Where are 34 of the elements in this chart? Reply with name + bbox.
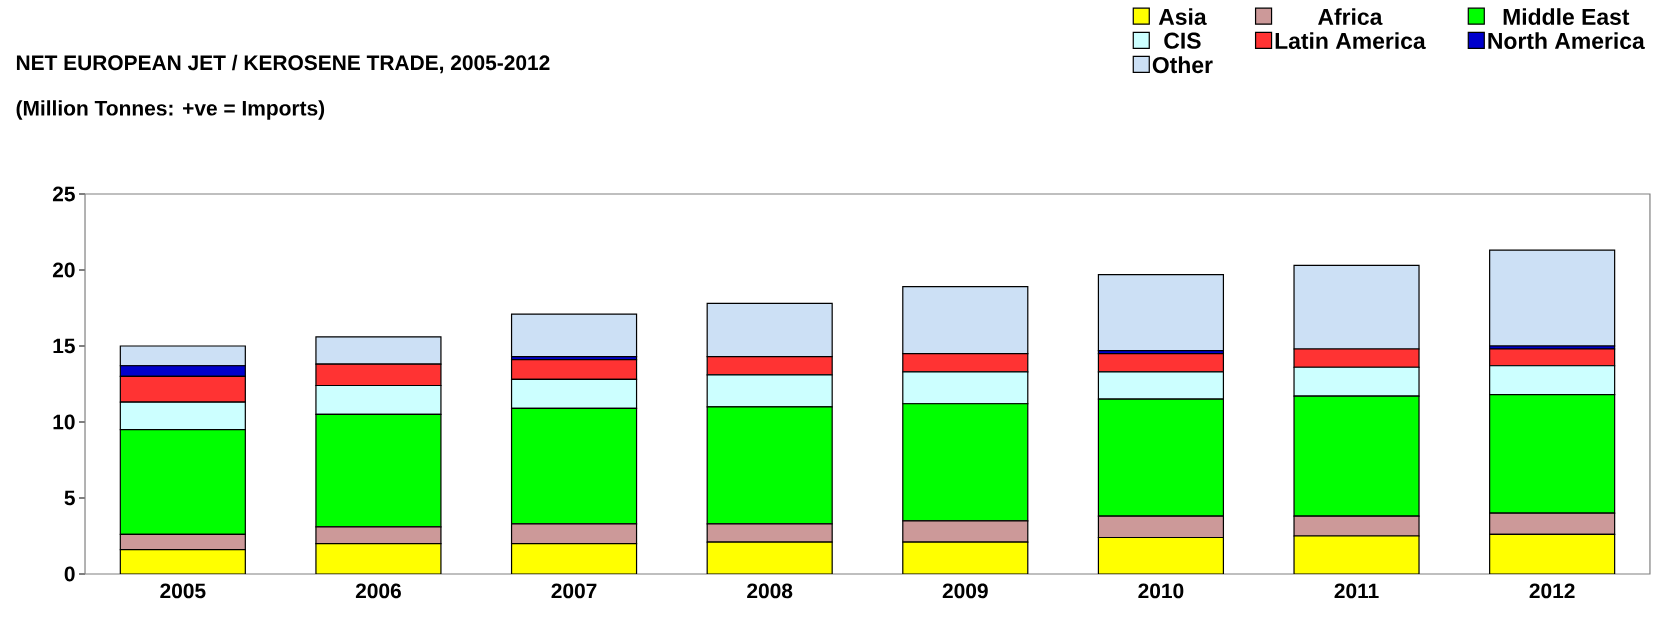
y-tick-label: 15: [53, 338, 75, 354]
bar: [1097, 273, 1225, 352]
legend-label: Middle East: [1503, 8, 1630, 25]
bar: [120, 549, 246, 574]
chart-title: NET EUROPEAN JET / KEROSENE TRADE, 2005-2012: [16, 54, 550, 74]
bar: [1293, 535, 1420, 574]
chart-subtitle: (Million Tonnes: +ve = Imports): [16, 100, 325, 120]
legend-label: CIS: [1164, 32, 1201, 49]
bar: [510, 542, 638, 574]
legend-label: North America: [1488, 32, 1645, 50]
x-tick-label: 2011: [1334, 583, 1379, 599]
x-tick-label: 2012: [1529, 583, 1575, 599]
bar: [706, 541, 833, 574]
x-tick-label: 2009: [942, 583, 988, 599]
legend-label: Latin America: [1275, 32, 1426, 50]
y-tick-label: 20: [52, 262, 75, 278]
legend-label: Africa: [1318, 8, 1383, 25]
x-tick-label: 2005: [160, 583, 206, 599]
bar: [1489, 533, 1616, 574]
bar: [315, 542, 442, 574]
y-tick-label: 10: [53, 414, 75, 430]
legend-label: Other: [1152, 56, 1213, 74]
x-tick-label: 2010: [1138, 583, 1184, 599]
bar: [510, 313, 638, 358]
y-tick-label: 5: [64, 490, 75, 506]
x-tick-label: 2008: [747, 583, 793, 599]
bar: [902, 541, 1029, 574]
y-tick-label: 25: [52, 186, 75, 202]
x-tick-label: 2007: [551, 583, 597, 599]
bar: [1489, 249, 1616, 347]
x-tick-label: 2006: [355, 583, 401, 599]
y-tick-label: 0: [64, 566, 75, 582]
legend-label: Asia: [1158, 8, 1207, 25]
bar: [1097, 536, 1225, 574]
